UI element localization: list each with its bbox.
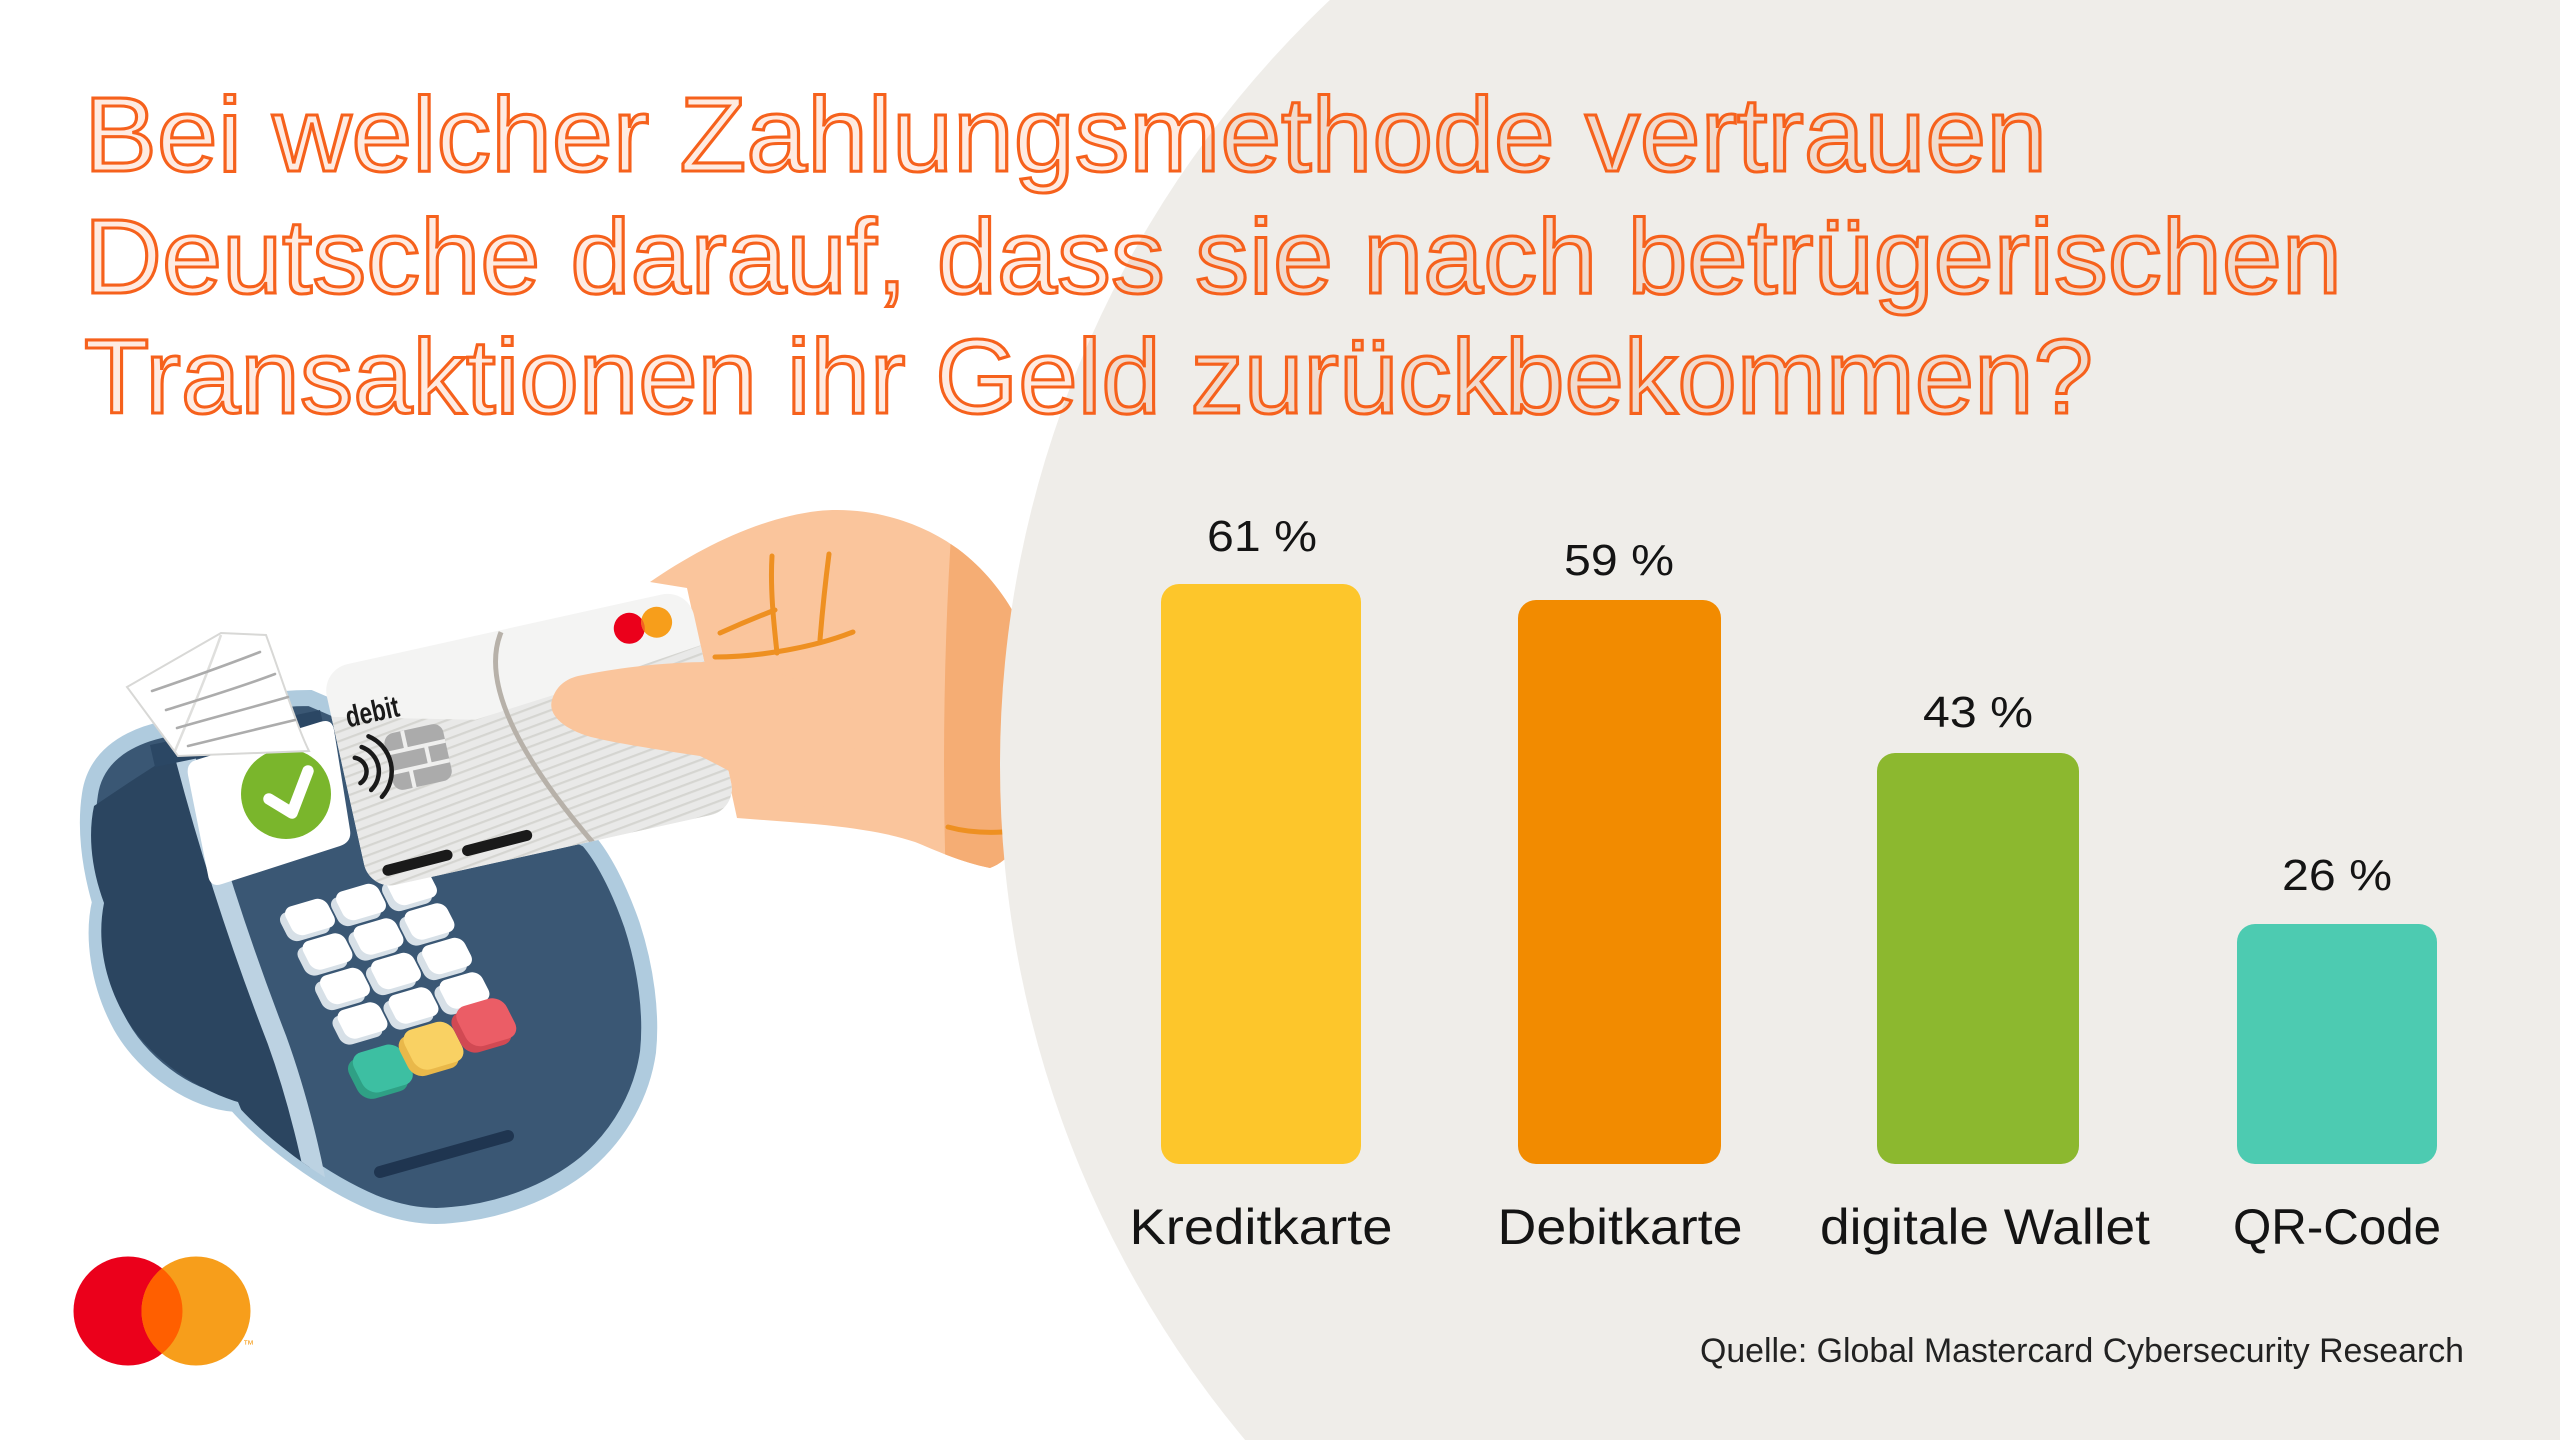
svg-text:digitale Wallet: digitale Wallet	[1820, 1199, 2150, 1255]
svg-text:Debitkarte: Debitkarte	[1498, 1199, 1743, 1255]
svg-text:59 %: 59 %	[1564, 536, 1674, 585]
svg-text:™: ™	[243, 1339, 254, 1351]
svg-text:Kreditkarte: Kreditkarte	[1130, 1199, 1393, 1255]
svg-text:Transaktionen ihr Geld zurückb: Transaktionen ihr Geld zurückbekommen?	[84, 318, 2093, 436]
svg-text:61 %: 61 %	[1207, 512, 1317, 561]
svg-text:QR-Code: QR-Code	[2233, 1199, 2441, 1255]
svg-text:Bei welcher Zahlungsmethode ve: Bei welcher Zahlungsmethode vertrauen	[84, 76, 2047, 194]
svg-text:43 %: 43 %	[1923, 688, 2033, 737]
svg-text:26 %: 26 %	[2282, 851, 2392, 900]
svg-text:Quelle: Global Mastercard Cybe: Quelle: Global Mastercard Cybersecurity …	[1700, 1332, 2464, 1370]
svg-text:Deutsche darauf, dass sie nach: Deutsche darauf, dass sie nach betrügeri…	[84, 198, 2342, 316]
